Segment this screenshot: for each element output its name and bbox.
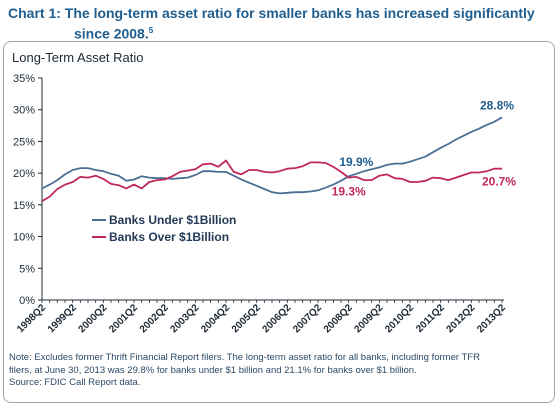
data-label: 20.7% bbox=[482, 175, 516, 189]
x-tick-label: 2007Q2 bbox=[291, 302, 324, 335]
x-tick-label: 1998Q2 bbox=[15, 302, 48, 335]
y-tick-label: 10% bbox=[13, 232, 35, 244]
legend-label: Banks Under $1Billion bbox=[109, 213, 236, 227]
x-tick-label: 2004Q2 bbox=[199, 302, 232, 335]
x-tick-label: 2013Q2 bbox=[475, 302, 508, 335]
y-tick-label: 35% bbox=[13, 73, 35, 85]
x-tick-label: 2012Q2 bbox=[445, 302, 478, 335]
x-tick-label: 2005Q2 bbox=[230, 302, 263, 335]
note-line-2: filers, at June 30, 2013 was 29.8% for b… bbox=[9, 364, 417, 376]
x-tick-label: 2000Q2 bbox=[77, 302, 110, 335]
x-tick-label: 2011Q2 bbox=[414, 302, 447, 335]
chart-title-line-1: Chart 1: The long-term asset ratio for s… bbox=[8, 5, 535, 21]
legend-label: Banks Over $1Billion bbox=[109, 230, 229, 244]
x-tick-label: 2009Q2 bbox=[353, 302, 386, 335]
footnote-marker: 5 bbox=[148, 26, 154, 35]
y-axis-title: Long-Term Asset Ratio bbox=[12, 50, 144, 65]
series-line-under-1b bbox=[41, 116, 503, 195]
y-tick-label: 25% bbox=[13, 136, 35, 148]
data-label: 28.8% bbox=[480, 98, 514, 112]
chart-note: Note: Excludes former Thrift Financial R… bbox=[9, 352, 549, 390]
chart-title: Chart 1: The long-term asset ratio for s… bbox=[8, 4, 552, 43]
data-label: 19.9% bbox=[339, 155, 373, 169]
chart-title-line-2: since 2008.5 bbox=[8, 22, 552, 43]
x-tick-label: 2003Q2 bbox=[169, 302, 202, 335]
y-tick-label: 20% bbox=[13, 168, 35, 180]
x-tick-label: 2008Q2 bbox=[322, 302, 355, 335]
series-line-over-1b bbox=[41, 159, 502, 202]
x-tick-label: 2006Q2 bbox=[261, 302, 294, 335]
chart-panel bbox=[3, 41, 555, 403]
x-tick-label: 2002Q2 bbox=[138, 302, 171, 335]
y-tick-label: 30% bbox=[13, 105, 35, 117]
y-tick-label: 15% bbox=[13, 200, 35, 212]
x-tick-label: 1999Q2 bbox=[46, 302, 79, 335]
y-tick-label: 0% bbox=[19, 295, 35, 307]
data-label: 19.3% bbox=[332, 185, 366, 199]
x-tick-label: 2001Q2 bbox=[107, 302, 140, 335]
y-tick-label: 5% bbox=[19, 263, 35, 275]
note-source: Source: FDIC Call Report data. bbox=[9, 377, 141, 388]
note-line-1: Note: Excludes former Thrift Financial R… bbox=[9, 352, 480, 363]
x-tick-label: 2010Q2 bbox=[383, 302, 416, 335]
chart-title-line-2-text: since 2008. bbox=[74, 25, 149, 42]
